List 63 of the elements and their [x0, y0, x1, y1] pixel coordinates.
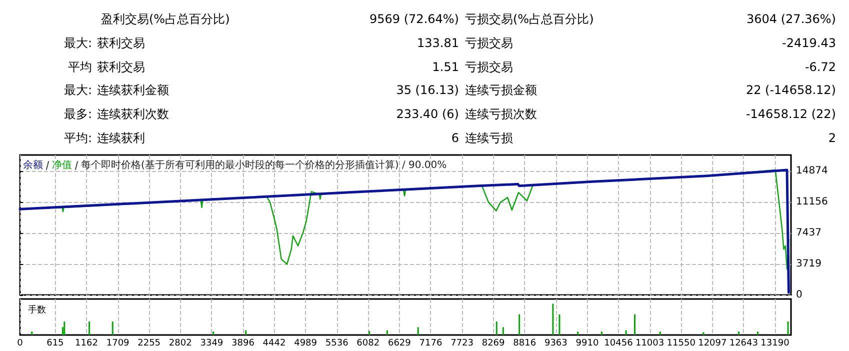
text: 35 (16.13) — [395, 82, 459, 98]
text: 233.40 (6) — [395, 106, 459, 122]
text: -14658.12 (22) — [744, 106, 836, 122]
text: 连续亏损 — [465, 130, 514, 146]
text: -6.72 — [804, 58, 836, 75]
text: 最大: — [62, 82, 92, 98]
x-tick-label: 13190 — [760, 338, 790, 348]
x-tick-label: 10456 — [604, 338, 634, 348]
text: 最大: — [62, 34, 92, 51]
text: 盈利交易(%占总百分比) — [101, 11, 231, 27]
x-tick-label: 0 — [17, 338, 24, 348]
y-tick-label: 7437 — [796, 228, 822, 239]
text: 最多: — [62, 106, 92, 122]
y-tick-label: 11156 — [796, 196, 828, 208]
y-axis-title: 手数 — [28, 304, 46, 316]
text: 连续获利次数 — [97, 106, 170, 122]
text: 连续亏损金额 — [465, 82, 538, 98]
text: 亏损交易(%占总百分比) — [465, 11, 595, 27]
x-tick-label: 2802 — [168, 338, 192, 348]
y-tick-label: 14874 — [796, 166, 828, 177]
x-tick-label: 11003 — [635, 338, 664, 348]
x-tick-label: 8816 — [513, 338, 536, 348]
x-tick-label: 12643 — [729, 338, 758, 348]
x-tick-label: 11550 — [666, 338, 696, 348]
text: 亏损交易 — [465, 58, 514, 75]
y-tick-label: 0 — [796, 290, 802, 300]
x-tick-label: 1162 — [75, 338, 98, 348]
text: 6 — [450, 130, 459, 146]
text: 1.51 — [431, 58, 459, 75]
x-tick-label: 4989 — [294, 338, 318, 348]
x-tick-label: 615 — [46, 338, 64, 348]
y-tick-label: 3719 — [796, 258, 822, 270]
text: 亏损交易 — [465, 34, 514, 51]
text: 获利交易 — [97, 34, 146, 51]
x-tick-label: 3349 — [200, 338, 224, 348]
x-tick-label: 8269 — [482, 338, 506, 348]
x-tick-label: 1709 — [106, 338, 130, 348]
text: 3604 (27.36%) — [746, 11, 836, 27]
x-tick-label: 7176 — [419, 338, 442, 348]
text: 平均: — [62, 130, 92, 146]
text: 每个即时价格(基于所有可利用的最小时段的每一个价格的分形插值计算) / 90.00% — [81, 158, 447, 172]
x-tick-label: 4442 — [262, 338, 286, 348]
x-tick-label: 2255 — [138, 338, 161, 348]
x-tick-label: 7723 — [450, 338, 474, 348]
text: 连续亏损次数 — [465, 106, 538, 122]
x-tick-label: 9363 — [544, 338, 568, 348]
text: 22 (-14658.12) — [744, 82, 836, 98]
text: 2 — [827, 130, 836, 146]
text: -2419.43 — [781, 34, 836, 51]
text: 净值 — [52, 159, 72, 172]
x-tick-label: 6629 — [388, 338, 412, 348]
x-tick-label: 5536 — [325, 338, 349, 348]
x-tick-label: 6082 — [356, 338, 380, 348]
x-tick-label: 3896 — [232, 338, 255, 348]
text: 余额 — [23, 158, 43, 172]
text: 连续获利金额 — [97, 82, 170, 98]
text: 9569 (72.64%) — [368, 11, 459, 27]
text: 133.81 — [416, 34, 459, 51]
text: 获利交易 — [97, 58, 146, 75]
x-tick-label: 12097 — [698, 338, 727, 348]
text: 平均 — [67, 58, 92, 75]
x-tick-label: 9910 — [576, 338, 599, 348]
text: 连续获利 — [97, 130, 146, 146]
